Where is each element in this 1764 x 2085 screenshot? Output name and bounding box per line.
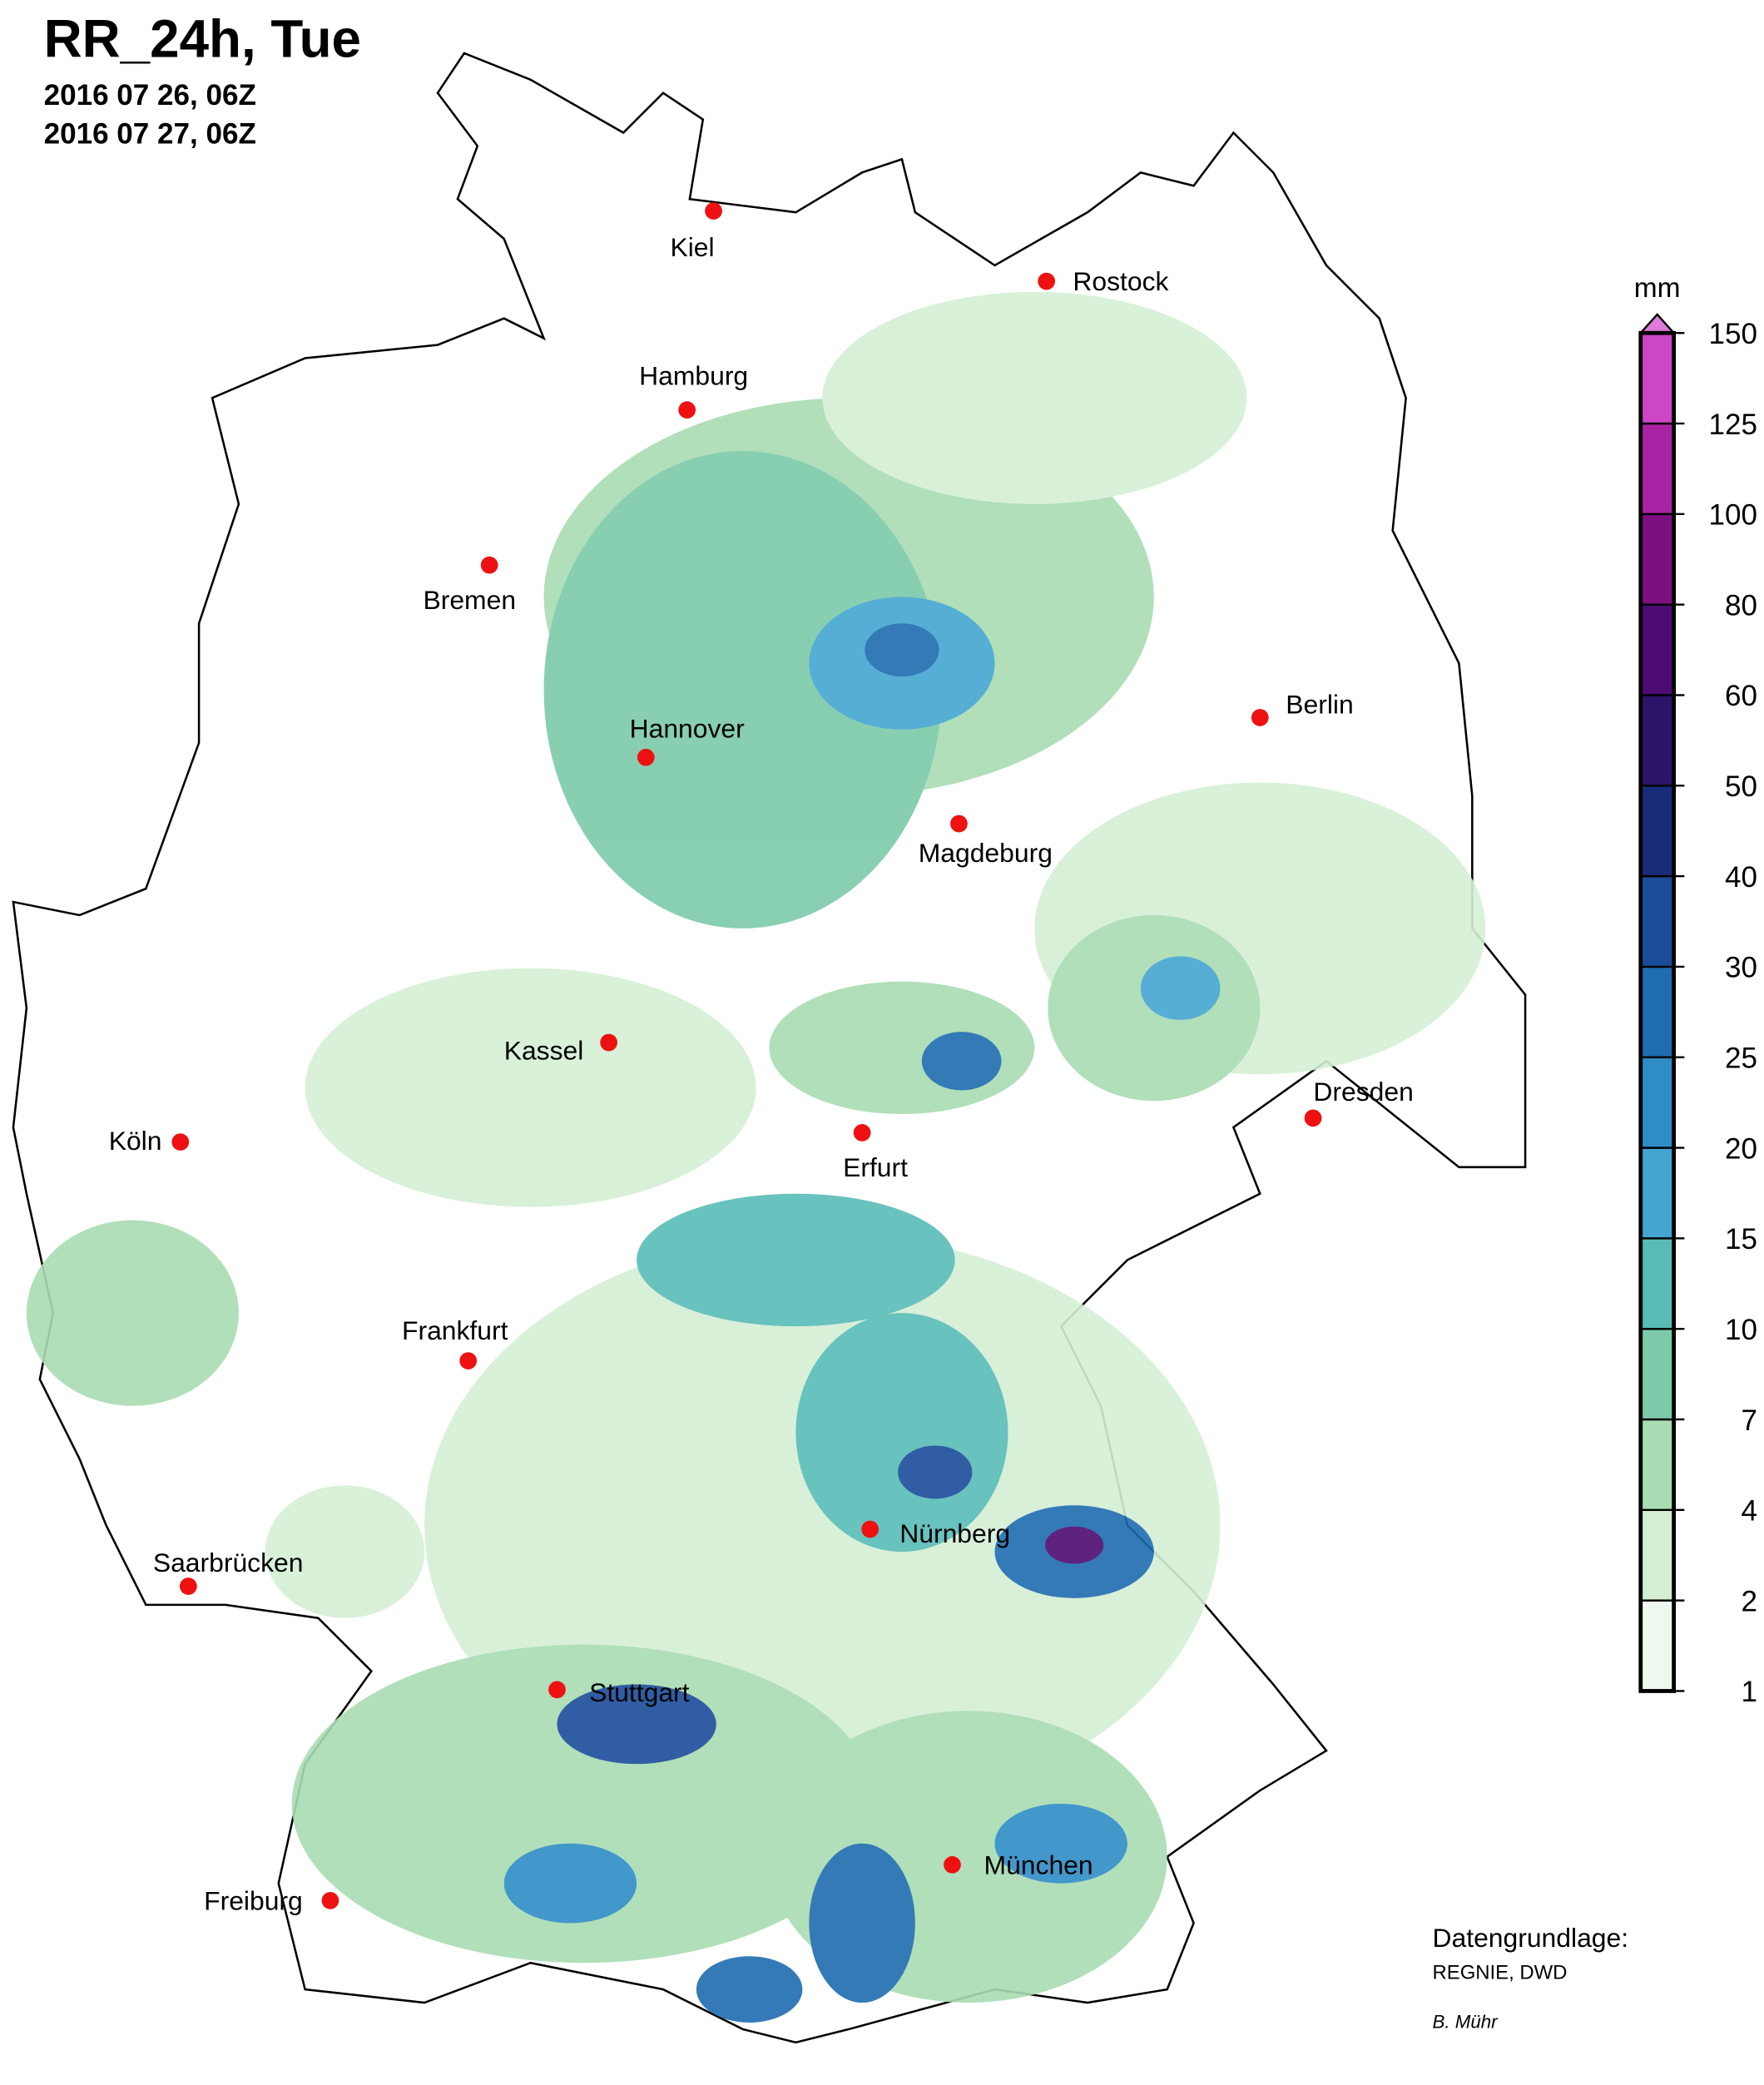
author: B. Mühr — [1433, 2011, 1499, 2032]
city-marker — [179, 1577, 197, 1595]
colorbar-tick-label: 100 — [1709, 499, 1757, 532]
city-marker — [853, 1124, 871, 1142]
city-label: Bremen — [423, 585, 516, 615]
colorbar-segment — [1639, 422, 1675, 516]
colorbar-tick-label: 2 — [1742, 1585, 1758, 1617]
city-marker — [480, 556, 498, 574]
city-marker — [548, 1681, 566, 1699]
date-end: 2016 07 27, 06Z — [44, 117, 256, 150]
colorbar-tick-label: 10 — [1725, 1314, 1757, 1346]
colorbar-tick-label: 50 — [1725, 770, 1757, 803]
colorbar-segment — [1639, 874, 1675, 968]
city-label: Stuttgart — [589, 1677, 690, 1707]
colorbar-segment — [1639, 1327, 1675, 1421]
colorbar-segment — [1639, 1147, 1675, 1240]
colorbar-segment — [1639, 1237, 1675, 1330]
city-label: Rostock — [1073, 266, 1168, 296]
precip-area — [921, 1032, 1002, 1091]
colorbar: 1 2 4 7 10 15 20 25 30 40 50 60 80 100 125 150 mm — [1634, 273, 1757, 1708]
city-marker — [1038, 272, 1056, 290]
city-label: Kassel — [504, 1036, 584, 1066]
colorbar-segment — [1639, 603, 1675, 696]
precip-area — [865, 623, 939, 677]
title: RR_24h, Tue — [44, 9, 361, 69]
city-label: Freiburg — [204, 1885, 303, 1915]
city-marker — [1251, 709, 1269, 726]
colorbar-segment — [1639, 332, 1675, 425]
precip-area — [809, 1843, 915, 2003]
cities: Kiel Rostock Hamburg Bremen Hannover Berlin Ma… — [109, 202, 1414, 1915]
city-label: Kiel — [670, 232, 714, 262]
colorbar-tick-label: 4 — [1742, 1495, 1758, 1528]
city-label: Hannover — [630, 713, 746, 743]
city-marker — [678, 401, 696, 419]
precip-area — [994, 1803, 1127, 1884]
precip-area — [795, 1313, 1008, 1553]
colorbar-tick-label: 150 — [1709, 318, 1757, 350]
precip-area — [503, 1843, 637, 1924]
precip-area — [557, 1684, 716, 1765]
precip-area — [305, 968, 756, 1207]
colorbar-segment — [1639, 1508, 1675, 1602]
colorbar-tick-label: 15 — [1725, 1223, 1757, 1255]
city-marker — [944, 1855, 961, 1874]
precip-area — [265, 1485, 425, 1618]
precip-field — [26, 291, 1486, 2023]
city-label: Magdeburg — [919, 838, 1053, 868]
city-label: Nürnberg — [899, 1518, 1010, 1548]
colorbar-frame — [1638, 330, 1676, 1693]
colorbar-tick-label: 25 — [1725, 1042, 1757, 1074]
city-marker — [1304, 1109, 1322, 1127]
colorbar-tick-label: 80 — [1725, 589, 1757, 622]
city-label: Frankfurt — [402, 1315, 508, 1345]
colorbar-tick-label: 40 — [1725, 861, 1757, 894]
city-label: Dresden — [1313, 1077, 1413, 1107]
precip-area — [822, 291, 1247, 504]
city-marker — [950, 815, 968, 833]
precip-area — [543, 451, 942, 929]
precip-area — [696, 1956, 803, 2023]
city-label: Berlin — [1286, 690, 1353, 720]
precip-area — [898, 1445, 973, 1499]
city-marker — [705, 202, 722, 220]
precip-area — [1045, 1526, 1104, 1564]
precip-area — [1140, 956, 1221, 1020]
precip-area — [291, 1644, 876, 1964]
city-marker — [171, 1133, 190, 1151]
header: RR_24h, Tue 2016 07 26, 06Z 2016 07 27, … — [44, 9, 361, 151]
city-label: Hamburg — [639, 360, 748, 390]
colorbar-tick-label: 30 — [1725, 952, 1757, 984]
colorbar-tick-label: 60 — [1725, 680, 1757, 712]
precip-area — [637, 1193, 955, 1327]
city-marker — [861, 1520, 880, 1538]
credits: Datengrundlage: REGNIE, DWD B. Mühr — [1433, 1923, 1629, 2032]
date-start: 2016 07 26, 06Z — [44, 79, 256, 111]
city-marker — [637, 748, 655, 766]
colorbar-tick-label: 20 — [1725, 1132, 1757, 1165]
precip-area — [26, 1220, 239, 1406]
city-label: Erfurt — [843, 1152, 908, 1182]
city-marker — [459, 1352, 478, 1369]
colorbar-unit: mm — [1634, 273, 1681, 304]
colorbar-segment — [1639, 694, 1675, 787]
colorbar-segment — [1639, 785, 1675, 878]
colorbar-tick-label: 125 — [1709, 409, 1757, 441]
colorbar-segment — [1639, 1599, 1675, 1692]
colorbar-tick-label: 7 — [1742, 1404, 1758, 1437]
source-label: Datengrundlage: — [1433, 1923, 1629, 1953]
source: REGNIE, DWD — [1433, 1961, 1568, 1983]
city-marker — [600, 1033, 617, 1052]
colorbar-segment — [1639, 1418, 1675, 1512]
colorbar-extend — [1638, 313, 1677, 334]
city-label: Saarbrücken — [153, 1548, 304, 1577]
colorbar-segment — [1639, 965, 1675, 1058]
colorbar-segment — [1639, 1056, 1675, 1149]
colorbar-segment — [1639, 513, 1675, 606]
city-marker — [321, 1891, 339, 1909]
city-label: Köln — [109, 1126, 162, 1156]
city-label: München — [984, 1850, 1093, 1879]
colorbar-tick-label: 1 — [1742, 1676, 1758, 1708]
